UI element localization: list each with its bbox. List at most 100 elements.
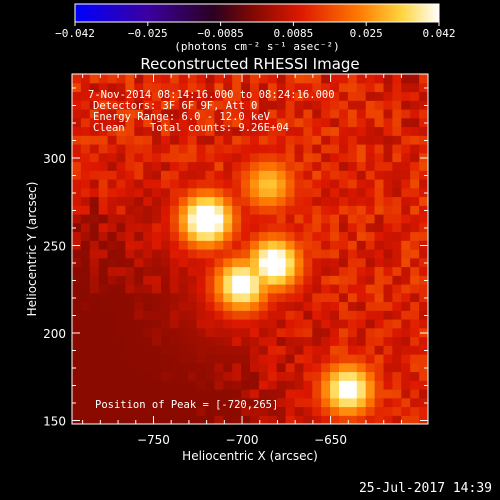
- heatmap-cell: [374, 117, 385, 128]
- heatmap-cell: [196, 257, 207, 268]
- heatmap-cell: [214, 152, 224, 163]
- heatmap-cell: [196, 266, 207, 276]
- heatmap-cell: [125, 82, 135, 93]
- heatmap-cell: [196, 397, 207, 408]
- heatmap-cell: [80, 152, 91, 163]
- heatmap-cell: [169, 135, 180, 145]
- heatmap-cell: [178, 196, 189, 206]
- heatmap-cell: [134, 231, 144, 241]
- heatmap-cell: [98, 336, 109, 346]
- heatmap-cell: [339, 187, 349, 198]
- heatmap-cell: [205, 74, 215, 84]
- heatmap-cell: [321, 354, 331, 364]
- heatmap-cell: [392, 354, 402, 364]
- heatmap-cell: [392, 380, 402, 390]
- heatmap-cell: [392, 327, 402, 338]
- heatmap-cell: [339, 319, 349, 329]
- heatmap-cell: [116, 170, 126, 180]
- heatmap-cell: [196, 82, 207, 93]
- heatmap-cell: [178, 354, 189, 364]
- heatmap-cell: [267, 249, 278, 259]
- heatmap-cell: [241, 371, 251, 381]
- heatmap-cell: [321, 362, 331, 373]
- footer-date: 25-Jul-2017 14:39: [358, 481, 492, 496]
- heatmap-cell: [374, 345, 385, 355]
- heatmap-cell: [258, 222, 269, 233]
- heatmap-cell: [285, 74, 296, 84]
- heatmap-cell: [223, 117, 233, 128]
- heatmap-cell: [410, 109, 420, 119]
- heatmap-cell: [356, 249, 367, 259]
- heatmap-cell: [374, 310, 385, 320]
- heatmap-cell: [374, 82, 385, 93]
- colorbar-ticks: −0.042 −0.025 −0.0085 0.0085 0.025 0.042: [55, 22, 456, 40]
- heatmap-cell: [241, 205, 251, 215]
- heatmap-cell: [161, 214, 171, 224]
- heatmap-cell: [312, 362, 322, 373]
- heatmap-cell: [356, 100, 367, 110]
- heatmap-cell: [276, 109, 287, 119]
- heatmap-cell: [223, 345, 233, 355]
- heatmap-cell: [294, 371, 304, 381]
- heatmap-cell: [178, 301, 189, 311]
- heatmap-cell: [223, 91, 233, 101]
- heatmap-cell: [339, 222, 349, 233]
- heatmap-cell: [241, 266, 251, 276]
- heatmap-cell: [187, 354, 198, 364]
- heatmap-cell: [321, 109, 331, 119]
- heatmap-cell: [285, 292, 296, 303]
- heatmap-cell: [214, 397, 224, 408]
- heatmap-cell: [330, 91, 340, 101]
- heatmap-cell: [285, 126, 296, 136]
- heatmap-cell: [276, 161, 287, 171]
- heatmap-cell: [330, 109, 340, 119]
- heatmap-cell: [401, 275, 411, 285]
- heatmap-cell: [258, 310, 269, 320]
- heatmap-cell: [80, 389, 91, 399]
- heatmap-cell: [312, 266, 322, 276]
- heatmap-cell: [214, 82, 224, 93]
- heatmap-cell: [321, 100, 331, 110]
- heatmap-cell: [214, 249, 224, 259]
- heatmap-cell: [72, 362, 82, 373]
- heatmap-cell: [267, 187, 278, 198]
- heatmap-cell: [125, 196, 135, 206]
- heatmap-cell: [125, 135, 135, 145]
- heatmap-cell: [339, 179, 349, 189]
- heatmap-cell: [258, 257, 269, 268]
- heatmap-cell: [410, 196, 420, 206]
- heatmap-cell: [134, 266, 144, 276]
- heatmap-cell: [169, 380, 180, 390]
- heatmap-cell: [107, 144, 118, 154]
- heatmap-cell: [267, 371, 278, 381]
- heatmap-cell: [294, 354, 304, 364]
- heatmap-cell: [89, 371, 100, 381]
- heatmap-cell: [169, 371, 180, 381]
- heatmap-cell: [365, 319, 376, 329]
- heatmap-cell: [258, 397, 269, 408]
- heatmap-cell: [89, 91, 100, 101]
- heatmap-cell: [72, 91, 82, 101]
- heatmap-cell: [205, 161, 215, 171]
- heatmap-cell: [356, 91, 367, 101]
- heatmap-cell: [214, 144, 224, 154]
- heatmap-cell: [401, 327, 411, 338]
- heatmap-cell: [276, 222, 287, 233]
- heatmap-cell: [178, 161, 189, 171]
- heatmap-cell: [80, 179, 91, 189]
- heatmap-cell: [258, 371, 269, 381]
- heatmap-cell: [401, 179, 411, 189]
- heatmap-cell: [161, 231, 171, 241]
- heatmap-cell: [214, 345, 224, 355]
- heatmap-cell: [339, 196, 349, 206]
- heatmap-cell: [196, 301, 207, 311]
- heatmap-cell: [196, 144, 207, 154]
- heatmap-cell: [169, 362, 180, 373]
- heatmap-cell: [250, 275, 260, 285]
- heatmap-cell: [365, 301, 376, 311]
- heatmap-cell: [98, 397, 109, 408]
- heatmap-cell: [356, 415, 367, 424]
- heatmap-cell: [116, 292, 126, 303]
- heatmap-cell: [285, 109, 296, 119]
